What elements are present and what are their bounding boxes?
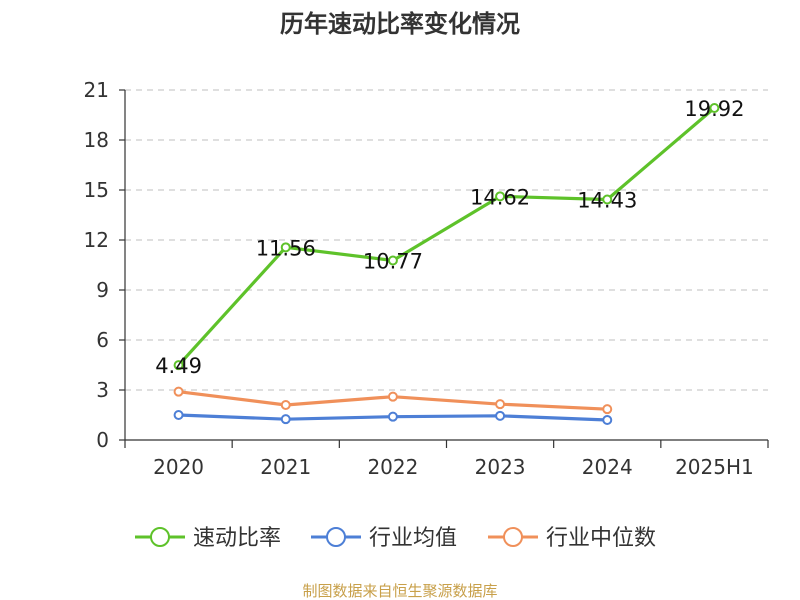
legend-item[interactable]: 行业均值 [311, 526, 457, 551]
series-line [176, 106, 717, 367]
legend: 速动比率 行业均值 行业中位数 [135, 526, 656, 551]
data-point [495, 399, 506, 410]
legend-item[interactable]: 行业中位数 [488, 526, 656, 551]
x-tick-label: 2024 [582, 455, 633, 479]
data-point [280, 414, 291, 425]
data-point [495, 191, 506, 202]
data-label: 14.43 [577, 189, 637, 213]
data-point [387, 255, 398, 266]
y-tick-label: 0 [96, 428, 109, 452]
x-tick-label: 2022 [367, 455, 418, 479]
data-point [602, 415, 613, 425]
data-label: 19.92 [684, 97, 744, 121]
data-label: 11.56 [256, 236, 316, 260]
data-labels: 4.49 11.56 10.77 14.62 14.43 19.92 [155, 97, 744, 378]
series-layer [173, 103, 720, 425]
data-point [280, 400, 291, 410]
y-tick-label: 15 [84, 178, 109, 202]
x-tick-label: 2020 [153, 455, 204, 479]
y-tick-label: 9 [96, 278, 109, 302]
data-label: 14.62 [470, 185, 530, 209]
grid [125, 89, 768, 391]
data-point [387, 411, 398, 422]
data-point [602, 194, 613, 205]
data-point [387, 391, 398, 402]
source-note: 制图数据来自恒生聚源数据库 [302, 582, 497, 600]
data-point [495, 410, 506, 421]
legend-marker [150, 527, 170, 547]
data-point [602, 404, 613, 415]
data-point [280, 242, 291, 253]
x-tick-label: 2023 [475, 455, 526, 479]
legend-label: 行业中位数 [546, 526, 656, 551]
legend-marker [326, 527, 346, 547]
data-point [709, 103, 720, 113]
data-label: 10.77 [363, 250, 423, 274]
x-tick-label: 2025H1 [675, 455, 754, 479]
y-tick-label: 21 [84, 78, 109, 102]
axes: 0 3 6 9 12 15 18 21 2020 2021 2022 2023 2024 2025H1 [84, 78, 769, 479]
chart-title: 历年速动比率变化情况 [280, 10, 520, 38]
y-tick-label: 6 [96, 328, 109, 352]
legend-label: 速动比率 [193, 526, 281, 551]
y-tick-label: 18 [84, 128, 109, 152]
x-tick-label: 2021 [260, 455, 311, 479]
legend-label: 行业均值 [369, 526, 457, 551]
y-tick-label: 12 [84, 228, 109, 252]
legend-marker [503, 527, 523, 547]
data-point [173, 410, 184, 420]
data-label: 4.49 [155, 354, 202, 378]
y-tick-label: 3 [96, 378, 109, 402]
data-point [173, 360, 184, 371]
data-point [173, 386, 184, 397]
legend-item[interactable]: 速动比率 [135, 526, 281, 551]
